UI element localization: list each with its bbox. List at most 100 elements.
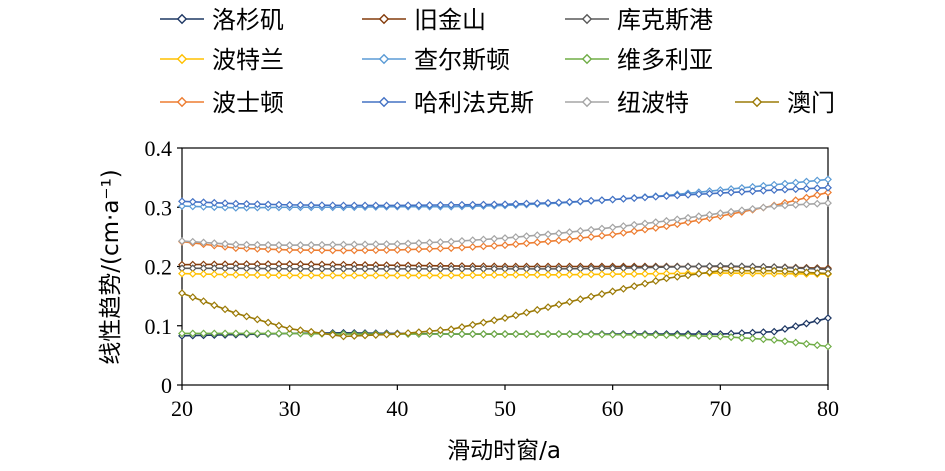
data-point <box>296 241 305 250</box>
data-point <box>264 264 273 273</box>
data-point <box>533 238 542 247</box>
data-point <box>350 271 359 280</box>
data-point <box>285 264 294 273</box>
data-point <box>802 177 811 186</box>
data-point <box>662 331 671 340</box>
data-point <box>824 183 832 192</box>
data-point <box>457 330 466 338</box>
data-point <box>447 330 456 338</box>
x-tick-label: 80 <box>817 396 839 421</box>
y-tick-label: 0.4 <box>145 136 173 161</box>
data-point <box>285 245 294 254</box>
legend-swatch-marker <box>378 53 390 65</box>
series-3 <box>178 269 832 280</box>
data-point <box>544 237 553 246</box>
data-point <box>231 264 240 273</box>
data-point <box>597 270 606 279</box>
data-point <box>436 271 445 280</box>
data-point <box>221 329 230 338</box>
series-7 <box>178 183 832 210</box>
data-point <box>554 270 563 279</box>
data-point <box>447 244 456 253</box>
data-point <box>737 266 746 275</box>
data-point <box>264 318 273 327</box>
data-point <box>371 201 380 210</box>
data-point <box>522 330 531 338</box>
data-point <box>630 194 639 203</box>
legend-label: 澳门 <box>787 89 835 117</box>
data-point <box>414 201 423 210</box>
data-point <box>651 192 660 201</box>
data-point <box>307 201 316 210</box>
data-point <box>457 200 466 209</box>
legend-label: 查尔斯顿 <box>414 46 510 74</box>
legend-swatch-marker <box>176 13 188 25</box>
data-point <box>813 269 822 277</box>
data-point <box>382 330 391 339</box>
data-point <box>630 220 639 229</box>
data-point <box>824 342 832 351</box>
data-point <box>511 311 520 320</box>
data-point <box>414 239 423 247</box>
data-point <box>813 184 822 193</box>
data-point <box>468 236 477 245</box>
data-point <box>199 297 208 306</box>
legend-label: 纽波特 <box>617 89 689 117</box>
data-point <box>501 330 509 338</box>
data-point <box>339 271 348 280</box>
data-point <box>501 200 509 209</box>
data-point <box>210 198 219 207</box>
data-point <box>630 282 639 291</box>
data-point <box>608 287 617 296</box>
y-tick-label: 0.1 <box>145 314 173 339</box>
data-point <box>382 240 391 249</box>
data-point <box>264 240 273 249</box>
data-point <box>737 187 746 196</box>
data-point <box>565 270 574 279</box>
data-point <box>468 320 477 329</box>
data-point <box>770 186 779 195</box>
data-point <box>641 331 649 339</box>
data-point <box>436 201 445 209</box>
data-point <box>274 241 283 250</box>
data-point <box>641 193 649 202</box>
data-point <box>231 309 240 318</box>
legend-item-1: 旧金山 <box>362 6 486 34</box>
data-point <box>339 201 348 210</box>
data-point <box>221 239 230 248</box>
data-point <box>178 269 186 278</box>
data-point <box>361 271 369 280</box>
data-point <box>264 271 273 280</box>
data-point <box>619 284 628 293</box>
data-point <box>587 225 596 234</box>
data-point <box>576 234 585 243</box>
data-point <box>339 246 348 255</box>
data-point <box>414 271 423 280</box>
data-point <box>727 188 736 197</box>
data-point <box>727 333 736 342</box>
data-point <box>361 331 369 340</box>
data-point <box>673 262 682 271</box>
data-point <box>307 240 316 249</box>
data-point <box>253 329 262 338</box>
data-point <box>199 329 208 338</box>
data-point <box>608 230 617 239</box>
data-point <box>694 262 703 271</box>
data-point <box>576 295 585 304</box>
data-point <box>813 316 822 325</box>
data-point <box>318 329 326 338</box>
data-point <box>318 201 326 210</box>
data-point <box>748 266 757 275</box>
data-point <box>770 336 779 344</box>
data-point <box>425 238 434 247</box>
data-point <box>759 186 768 195</box>
data-point <box>576 227 585 235</box>
data-point <box>684 218 692 227</box>
x-tick-label: 20 <box>171 396 193 421</box>
data-point <box>382 246 391 254</box>
data-point <box>544 270 553 279</box>
data-point <box>457 271 466 280</box>
data-point <box>188 202 197 211</box>
legend-item-0: 洛杉矶 <box>160 6 284 34</box>
data-point <box>188 237 197 246</box>
